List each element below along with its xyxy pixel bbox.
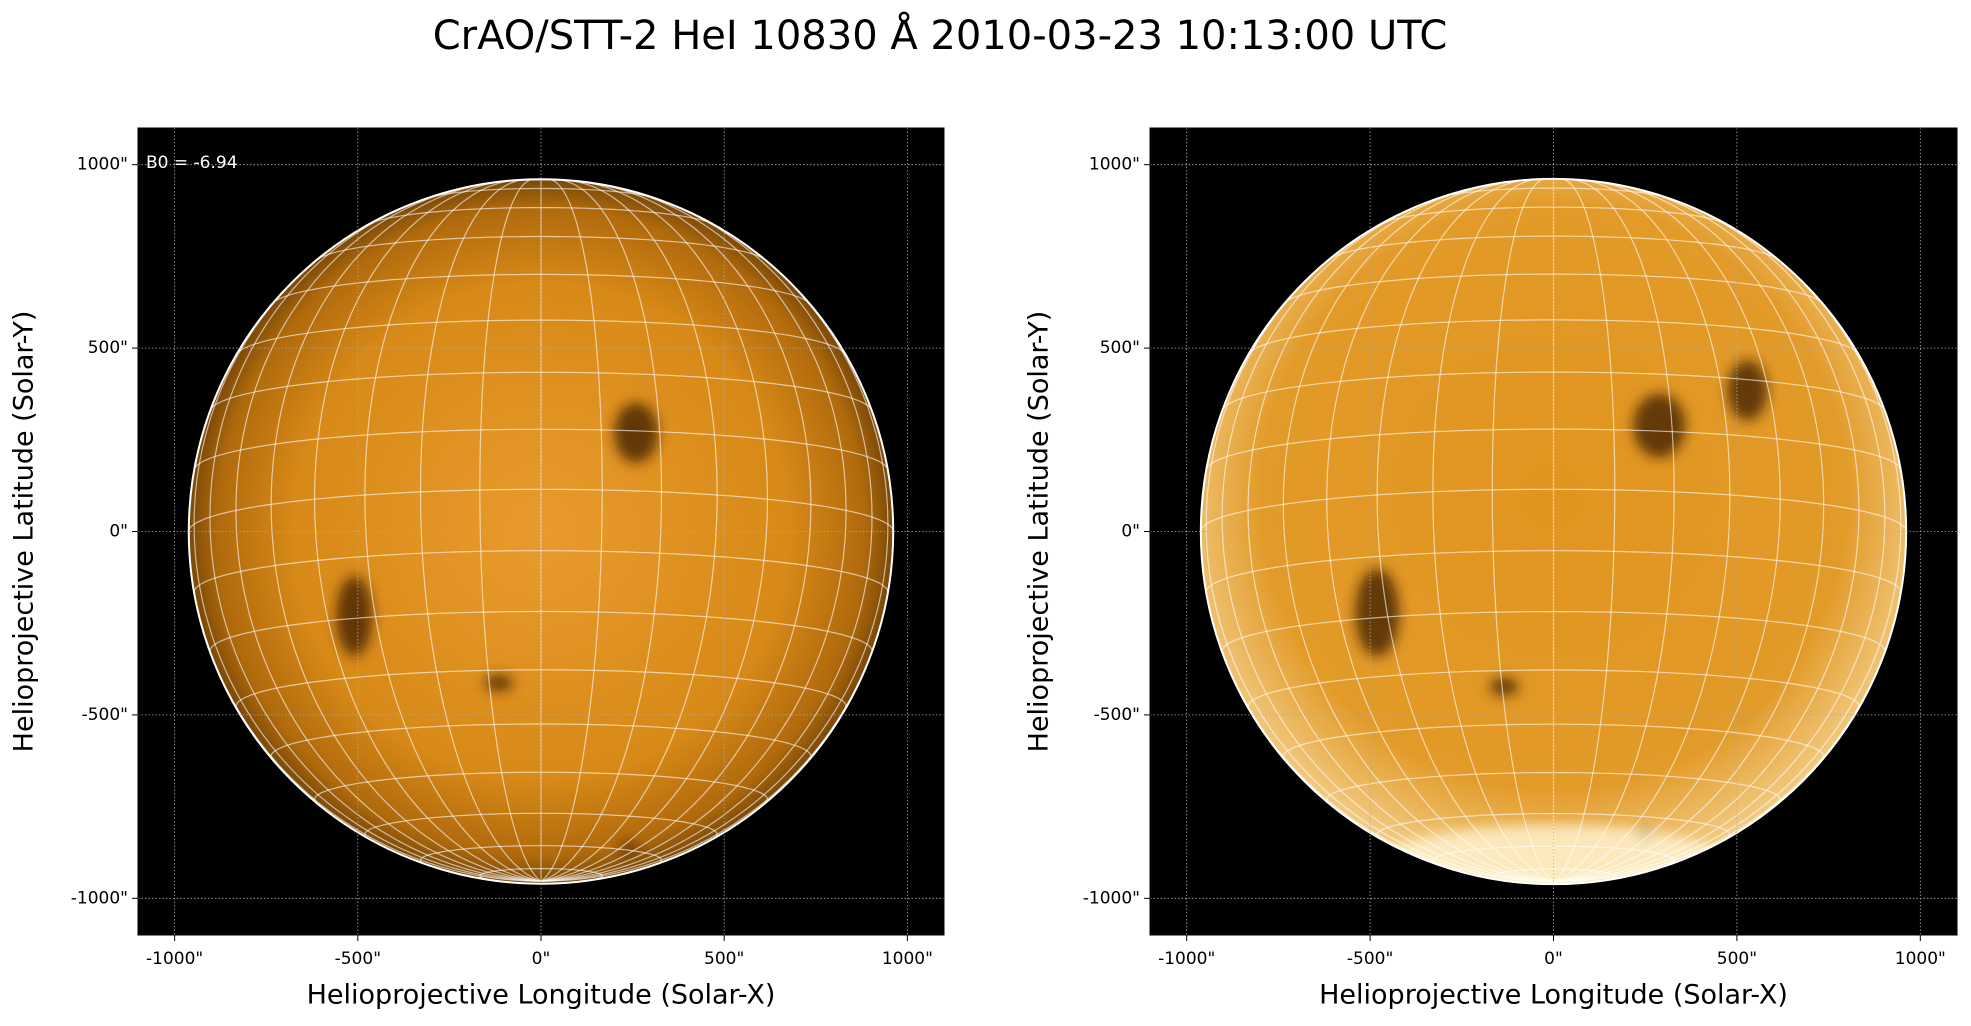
x-tick-label: -1000": [146, 949, 203, 969]
x-tick-label: 1000": [882, 949, 933, 969]
heliographic-line: [314, 180, 542, 882]
heliographic-line: [235, 186, 542, 882]
heliographic-line: [364, 812, 718, 840]
heliographic-line: [540, 179, 718, 882]
heliographic-line: [540, 180, 768, 882]
heliographic-line: [235, 669, 847, 708]
heliographic-line: [272, 273, 810, 304]
heliographic-line: [1247, 186, 1554, 883]
annotation: B0 = -6.94: [146, 153, 238, 173]
heliographic-line: [1382, 206, 1725, 224]
axes-frame: [1149, 127, 1958, 936]
x-tick-label: -500": [1347, 949, 1393, 969]
heliographic-line: [1282, 182, 1554, 883]
axes-frame: [137, 127, 945, 936]
y-tick-label: 0": [1121, 522, 1140, 542]
y-tick-label: 1000": [77, 155, 128, 175]
heliographic-line: [369, 207, 713, 225]
y-axis-label: Helioprojective Latitude (Solar-Y): [9, 311, 40, 753]
dark-region: [1633, 393, 1686, 458]
y-tick-label: 500": [1100, 338, 1140, 358]
dark-region: [1727, 360, 1768, 421]
y-tick-label: -500": [1094, 705, 1140, 725]
heliographic-line: [419, 179, 542, 882]
heliographic-line: [1326, 180, 1554, 883]
dark-region: [614, 402, 659, 463]
x-axis-label: Helioprojective Longitude (Solar-X): [307, 980, 776, 1011]
x-axis-label: Helioprojective Longitude (Solar-X): [1319, 980, 1788, 1011]
heliographic-line: [1432, 178, 1554, 883]
x-tick-label: 1000": [1895, 949, 1946, 969]
heliographic-line: [1553, 178, 1675, 883]
heliographic-line: [1553, 180, 1781, 883]
x-tick-label: 0": [1544, 949, 1563, 969]
heliographic-line: [236, 319, 846, 355]
heliographic-line: [479, 868, 603, 882]
limb: [187, 178, 895, 885]
y-tick-label: -500": [82, 705, 128, 725]
y-tick-label: 500": [88, 338, 128, 358]
heliographic-line: [1553, 179, 1731, 883]
heliographic-line: [1553, 186, 1860, 883]
x-tick-label: 0": [532, 949, 551, 969]
heliographic-line: [1284, 273, 1823, 304]
heliographic-line: [540, 179, 663, 882]
y-tick-label: 0": [109, 522, 128, 542]
heliographic-line: [1376, 813, 1731, 840]
dark-region: [336, 576, 373, 657]
dark-region: [1490, 677, 1519, 696]
heliographic-line: [1247, 669, 1860, 708]
heliographic-line: [540, 182, 812, 882]
heliographic-line: [1553, 182, 1825, 883]
heliographic-line: [540, 179, 603, 882]
x-tick-label: 500": [1717, 949, 1757, 969]
y-tick-label: 1000": [1089, 155, 1140, 175]
panel: -1000" -500" 0" 500" 1000" -1000" -500" 0" 500" 1…: [1024, 127, 1958, 1011]
heliographic-line: [1329, 235, 1778, 260]
heliographic-line: [193, 240, 542, 882]
figure-title: CrAO/STT-2 HeI 10830 Å 2010-03-23 10:13:…: [433, 11, 1448, 59]
panel: -1000" -500" 0" 500" 1000" -1000" -500" 0" 500" 1…: [9, 127, 945, 1011]
heliographic-line: [540, 186, 847, 882]
heliographic-line: [1491, 178, 1554, 883]
dark-region: [484, 674, 513, 691]
heliographic-line: [1205, 550, 1902, 593]
heliographic-line: [1376, 179, 1554, 883]
heliographic-line: [1248, 319, 1859, 355]
y-axis-label: Helioprojective Latitude (Solar-Y): [1024, 311, 1055, 753]
heliographic-line: [364, 179, 542, 882]
heliographic-line: [210, 371, 872, 410]
heliographic-line: [1205, 240, 1554, 883]
x-tick-label: -500": [335, 949, 381, 969]
heliographic-line: [1553, 178, 1616, 883]
x-tick-label: -1000": [1158, 949, 1215, 969]
dark-region: [1355, 568, 1400, 657]
y-tick-label: -1000": [1083, 888, 1140, 908]
heliographic-line: [1553, 240, 1902, 883]
heliographic-line: [270, 182, 542, 882]
heliographic-line: [1222, 371, 1885, 410]
x-tick-label: 500": [704, 949, 744, 969]
heliographic-line: [1491, 868, 1616, 882]
heliographic-line: [193, 550, 889, 593]
heliographic-line: [540, 240, 889, 882]
y-tick-label: -1000": [71, 888, 128, 908]
heliographic-line: [479, 179, 542, 882]
